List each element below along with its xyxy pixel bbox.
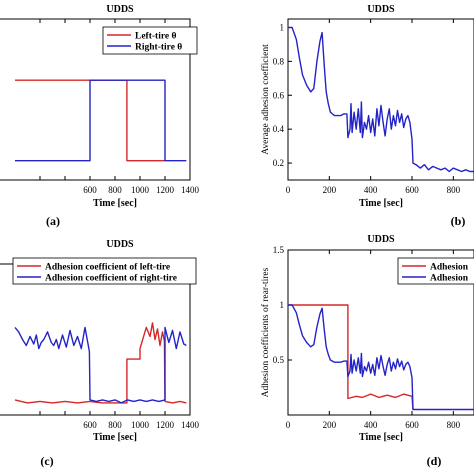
legend-entry: Adhesion coefficient of right-tire: [45, 274, 177, 284]
x-tick-label: 1000: [131, 420, 150, 430]
panel-label: (c): [40, 454, 53, 468]
legend-entry: Adhesion: [430, 263, 469, 273]
x-tick-label: 200: [323, 420, 337, 430]
panel-label: (b): [451, 214, 466, 228]
series-line-blue: [288, 26, 474, 173]
y-tick-label: 1.5: [273, 245, 285, 255]
panel-b: UDDS 0 200 400 600 800 0.2 0.4 0.6 0.8 1 Time [sec]…: [260, 4, 474, 228]
x-tick-label: 1400: [181, 420, 200, 430]
series-line-blue: [14, 326, 187, 404]
x-axis-label: Time [sec]: [93, 198, 137, 209]
x-axis-label: Time [sec]: [359, 432, 403, 443]
panel-c: UDDS 600 800 1000 1200 1400 Time [sec] Adhesion…: [0, 239, 200, 468]
legend: Adhesion coefficient of left-tireAdhesio…: [12, 257, 197, 285]
x-tick-label: 800: [447, 420, 461, 430]
series-line-red: [288, 304, 414, 410]
x-tick-label: 600: [405, 420, 419, 430]
series-line-blue: [15, 79, 187, 162]
plot-frame: [287, 18, 474, 181]
x-tick-label: 1400: [181, 185, 200, 195]
y-tick-label: 1: [280, 300, 285, 310]
x-tick-label: 1200: [156, 185, 175, 195]
x-axis-label: Time [sec]: [93, 432, 137, 443]
y-tick-label: 0.5: [273, 355, 285, 365]
series-line-red: [15, 79, 165, 162]
x-tick-label: 800: [108, 420, 122, 430]
y-tick-label: 0.2: [273, 158, 284, 168]
legend-entry: Left-tire θ: [135, 32, 176, 42]
series-line-red: [14, 322, 187, 404]
x-tick-label: 0: [286, 420, 291, 430]
x-tick-label: 800: [447, 185, 461, 195]
legend-entry: Adhesion: [430, 274, 469, 284]
legend-entry: Adhesion coefficient of left-tire: [45, 263, 170, 273]
x-tick-label: 600: [83, 185, 97, 195]
chart-title: UDDS: [367, 4, 395, 15]
x-tick-label: 200: [323, 185, 337, 195]
panel-label: (a): [46, 214, 60, 228]
chart-title: UDDS: [367, 234, 395, 245]
y-tick-label: 0.8: [273, 56, 285, 66]
y-tick-label: 1: [280, 22, 285, 32]
panel-d: UDDS 0 200 400 600 800 0.5 1 1.5 Time [sec] Adhesi…: [260, 234, 474, 468]
y-tick-label: 0.4: [273, 124, 285, 134]
plot-frame: [287, 249, 474, 416]
panel-label: (d): [427, 454, 442, 468]
x-tick-label: 400: [364, 420, 378, 430]
x-tick-label: 0: [286, 185, 291, 195]
x-tick-label: 600: [405, 185, 419, 195]
x-tick-label: 600: [83, 420, 97, 430]
y-axis-label: Average adhesion coefficient: [260, 44, 271, 155]
y-tick-label: 0.6: [273, 90, 285, 100]
legend-entry: Right-tire θ: [135, 43, 182, 53]
series-line-blue: [288, 304, 474, 411]
x-tick-label: 1000: [131, 185, 150, 195]
chart-title: UDDS: [106, 239, 134, 250]
panel-a: UDDS 600 800 1000 1200 1400 Time [sec] Left-tir…: [0, 4, 200, 228]
x-tick-label: 800: [108, 185, 122, 195]
legend-box: [397, 257, 474, 285]
x-tick-label: 400: [364, 185, 378, 195]
x-tick-label: 1200: [156, 420, 175, 430]
legend-box: [12, 257, 197, 285]
y-axis-label: Adhesion coefficients of rear-tires: [260, 267, 271, 397]
x-axis-label: Time [sec]: [359, 198, 403, 209]
chart-title: UDDS: [106, 4, 134, 15]
legend-box: [102, 26, 198, 55]
